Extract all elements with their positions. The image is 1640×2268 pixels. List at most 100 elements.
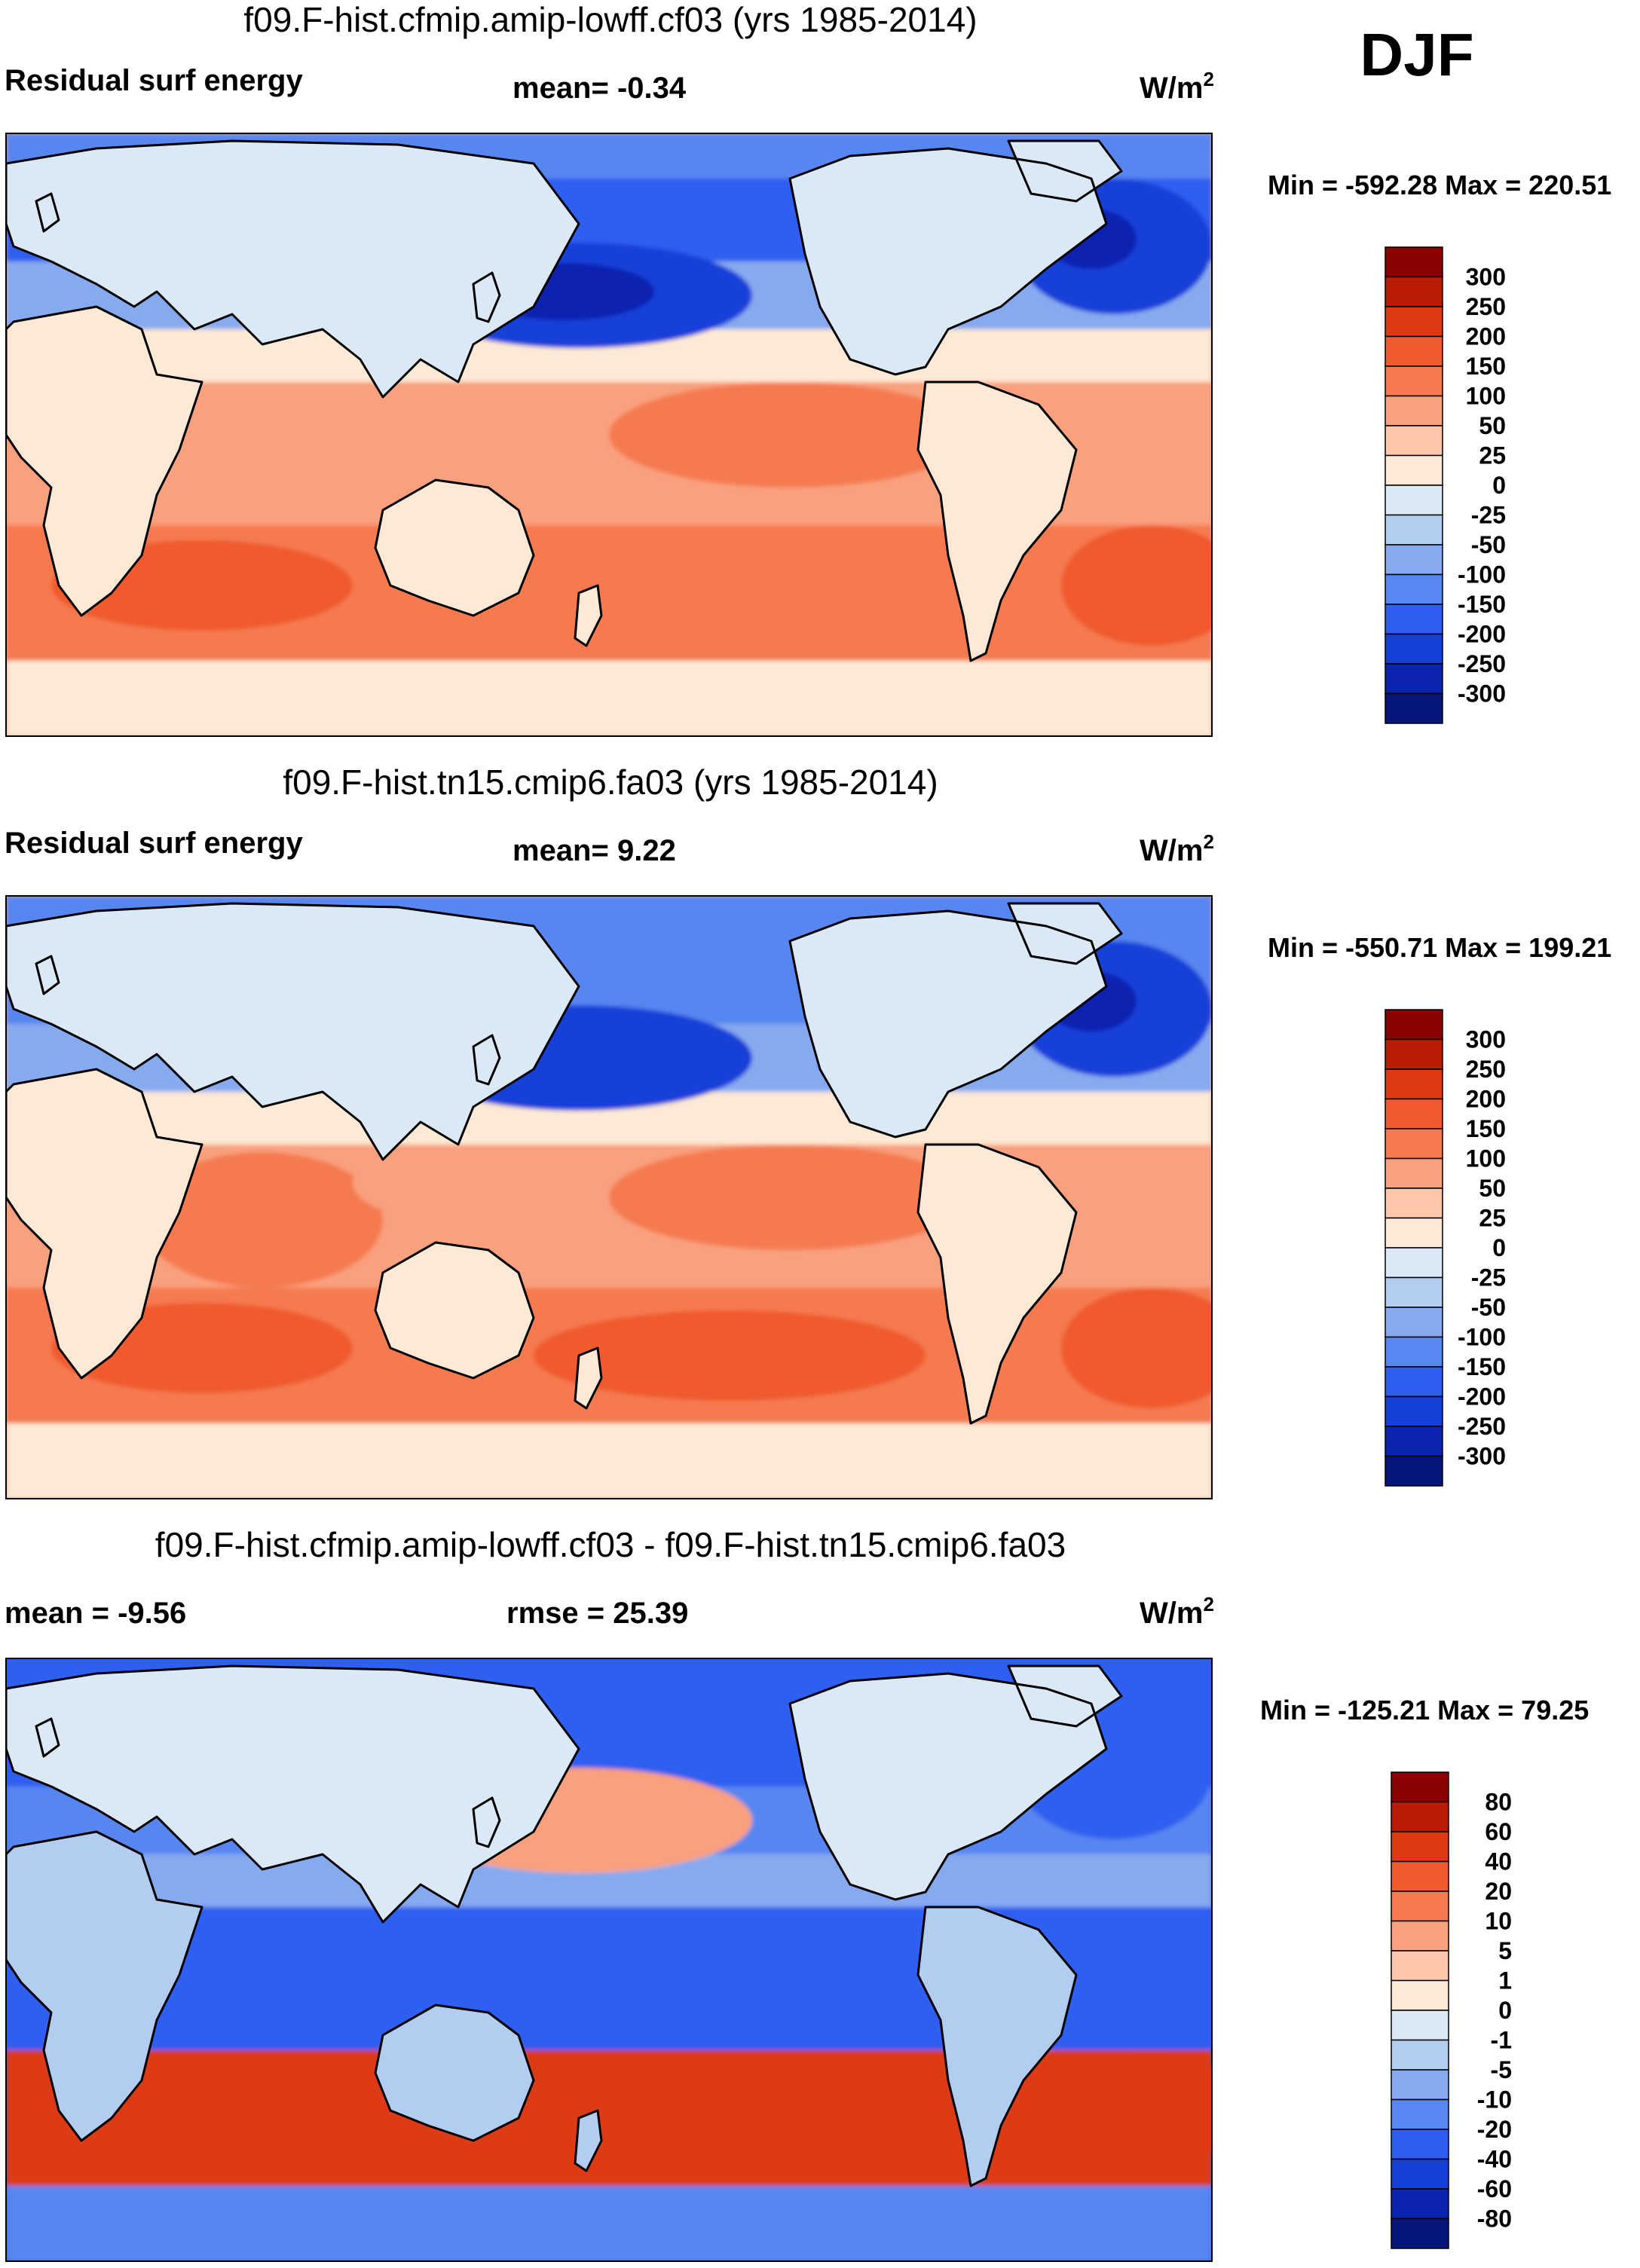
colorbar-tick-label: -60 [1477, 2175, 1512, 2202]
colorbar-tick-label: 0 [1492, 1234, 1506, 1261]
colorbar-tick-label: 300 [1466, 1026, 1506, 1053]
japan-landmass-outline [472, 271, 501, 323]
coastlines [6, 902, 1123, 1425]
colorbar-swatch-13 [1385, 1395, 1443, 1427]
units-label: W/m2 [1140, 68, 1214, 105]
colorbar-tick-label: -250 [1458, 1413, 1506, 1440]
colorbar-tick-label: -25 [1471, 1264, 1506, 1291]
blob-warm-pool [353, 382, 534, 457]
blob-indian-ocean [142, 1915, 383, 2050]
colorbar-swatch-11 [1385, 573, 1443, 605]
variable-label: Residual surf energy [5, 64, 303, 97]
panel-title: f09.F-hist.cfmip.amip-lowff.cf03 (yrs 19… [243, 0, 977, 39]
north-america-landmass-outline [788, 1672, 1108, 1901]
colorbar-tick-label: 50 [1479, 412, 1506, 439]
eurasia-landmass-fill [6, 903, 579, 1160]
eurasia-landmass-outline [6, 902, 580, 1161]
colorbar-tick-label: -300 [1458, 1443, 1506, 1470]
colorbar-swatch-8 [1385, 484, 1443, 516]
lat-band-6 [6, 1423, 1212, 1499]
australia-landmass-outline [374, 2004, 535, 2142]
new-zealand-landmass-fill [575, 1348, 601, 1408]
colorbar-swatch-11 [1385, 1336, 1443, 1368]
australia-landmass-outline [374, 1241, 535, 1380]
colorbar-swatch-15 [1385, 692, 1443, 724]
coastlines [6, 139, 1123, 662]
colorbar-swatch-6 [1385, 1187, 1443, 1219]
colorbar-tick-label: 25 [1479, 1205, 1506, 1232]
colorbar-swatch-12 [1391, 2129, 1449, 2160]
colorbar-swatch-7 [1391, 1979, 1449, 2011]
north-america-landmass-fill [790, 148, 1106, 374]
panel-title: f09.F-hist.cfmip.amip-lowff.cf03 - f09.F… [155, 1525, 1066, 1564]
colorbar-tick-label: -40 [1477, 2146, 1512, 2173]
colorbar-tick-label: 200 [1466, 1086, 1506, 1113]
north-america-landmass-outline [788, 909, 1108, 1139]
blob-equatorial-pacific [609, 382, 971, 488]
colorbar-swatch-13 [1391, 2158, 1449, 2190]
units-text: W/m [1140, 834, 1203, 867]
blob-south-atlantic [1061, 1288, 1212, 1408]
units-text: W/m [1140, 1597, 1203, 1630]
min-max-label: Min = -592.28 Max = 220.51 [1268, 170, 1611, 200]
south-america-landmass-outline [916, 381, 1078, 662]
blob-south-atlantic [1061, 525, 1212, 646]
variable-label: Residual surf energy [5, 827, 303, 860]
colorbar-tick-label: 5 [1498, 1937, 1512, 1964]
map-frame [5, 1658, 1213, 2262]
colorbar-tick-label: 25 [1479, 442, 1506, 469]
colorbar-swatch-1 [1385, 1038, 1443, 1070]
blob-equatorial-pacific [609, 1907, 971, 2013]
colorbar-tick-label: -150 [1458, 1353, 1506, 1380]
colorbar-swatch-3 [1385, 1098, 1443, 1129]
colorbar: 30025020015010050250-25-50-100-150-200-2… [1385, 246, 1506, 724]
australia-landmass-fill [375, 2005, 534, 2141]
colorbar-swatch-9 [1391, 2039, 1449, 2071]
colorbar-swatch-14 [1385, 663, 1443, 695]
colorbar-swatch-15 [1391, 2218, 1449, 2249]
colorbar-swatch-11 [1391, 2098, 1449, 2130]
units-superscript: 2 [1203, 1593, 1213, 1615]
colorbar-tick-label: -200 [1458, 1383, 1506, 1411]
colorbar-tick-label: 60 [1485, 1818, 1512, 1845]
map-frame [5, 895, 1213, 1499]
africa-landmass-outline [6, 305, 203, 617]
colorbar-tick-label: 0 [1498, 1997, 1512, 2024]
new-zealand-landmass-fill [575, 585, 601, 646]
blob-southern-pacific [534, 2073, 926, 2163]
north-america-landmass-fill [790, 911, 1106, 1137]
colorbar-tick-label: -100 [1458, 1324, 1506, 1351]
new-zealand-landmass-fill [575, 2111, 601, 2171]
colorbar-tick-label: -150 [1458, 591, 1506, 618]
units-text: W/m [1140, 72, 1203, 105]
colorbar-tick-label: -50 [1471, 1294, 1506, 1321]
colorbar-tick-label: 100 [1466, 1145, 1506, 1172]
panel-title: f09.F-hist.tn15.cmip6.fa03 (yrs 1985-201… [283, 763, 938, 802]
eurasia-landmass-fill [6, 1666, 579, 1922]
colorbar-swatch-0 [1385, 246, 1443, 278]
colorbar-tick-label: 300 [1466, 264, 1506, 291]
colorbar-tick-label: 0 [1492, 472, 1506, 499]
season-label: DJF [1360, 21, 1473, 88]
colorbar-tick-label: 200 [1466, 323, 1506, 350]
land-fill [6, 141, 1121, 661]
colorbar: 30025020015010050250-25-50-100-150-200-2… [1385, 1009, 1506, 1487]
colorbar-swatch-1 [1391, 1801, 1449, 1832]
africa-landmass-fill [6, 1069, 202, 1378]
colorbar-swatch-12 [1385, 1366, 1443, 1398]
map-frame [5, 133, 1213, 737]
map-field [6, 1658, 1212, 2261]
africa-landmass-fill [6, 1832, 202, 2141]
australia-landmass-fill [375, 480, 534, 616]
uk-landmass-outline [35, 955, 60, 995]
colorbar-swatch-5 [1391, 1920, 1449, 1952]
colorbar-swatch-0 [1385, 1009, 1443, 1041]
colorbar-swatch-5 [1385, 1157, 1443, 1189]
colorbar-swatch-4 [1391, 1891, 1449, 1922]
colorbar-swatch-5 [1385, 395, 1443, 426]
coastlines [6, 1664, 1123, 2187]
colorbar-swatch-2 [1385, 306, 1443, 338]
australia-landmass-fill [375, 1243, 534, 1378]
